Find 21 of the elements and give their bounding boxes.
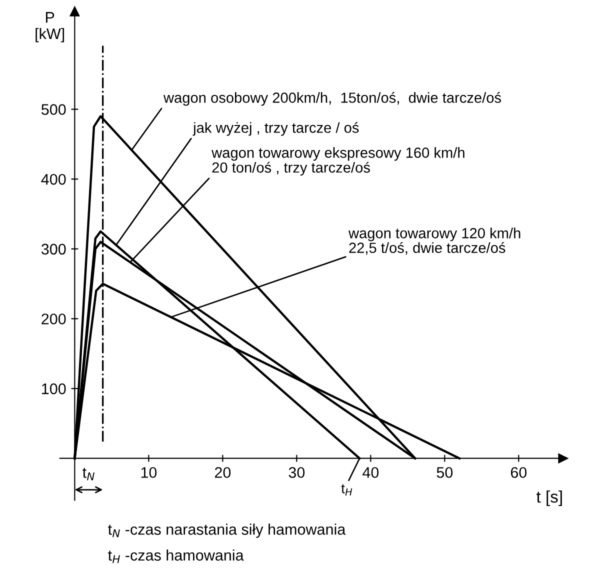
y-tick-label: 200 bbox=[42, 314, 66, 324]
text: wagon towarowy 120 km/h 22,5 t/oś, dwie tarcze/oś bbox=[348, 228, 520, 255]
y-axis-title: P [kW] bbox=[36, 12, 64, 42]
x-tick-label: 20 bbox=[214, 467, 231, 478]
ref-line-label: t$_{N}$ bbox=[82, 468, 94, 480]
y-tick-label: 500 bbox=[41, 104, 66, 115]
text: t$_{H}$ -czas hamowania bbox=[108, 549, 244, 564]
text: wagon towarowy ekspresowy 160 km/h 20 ton/oś , trzy tarcze/oś bbox=[212, 147, 464, 176]
text: wagon osobowy 200km/h, 15ton/oś, dwie tarcze/oś bbox=[163, 92, 502, 106]
x-tick-label: 10 bbox=[141, 467, 157, 478]
y-tick-label: 100 bbox=[42, 383, 66, 394]
y-tick-label: 400 bbox=[41, 174, 66, 185]
x-tick-label: 60 bbox=[510, 467, 527, 478]
x-tick-label: 50 bbox=[436, 467, 453, 478]
x-axis-title: t [s] bbox=[536, 490, 562, 506]
x-tick-label: 30 bbox=[288, 467, 305, 478]
y-tick-label: 300 bbox=[41, 244, 66, 255]
text: jak wyżej , trzy tarcze / oś bbox=[192, 122, 359, 136]
x-tick-label: 40 bbox=[362, 467, 379, 478]
annotation: t$_{H}$ bbox=[341, 484, 352, 496]
text: t$_{N}$ -czas narastania siły hamowania bbox=[108, 524, 346, 538]
